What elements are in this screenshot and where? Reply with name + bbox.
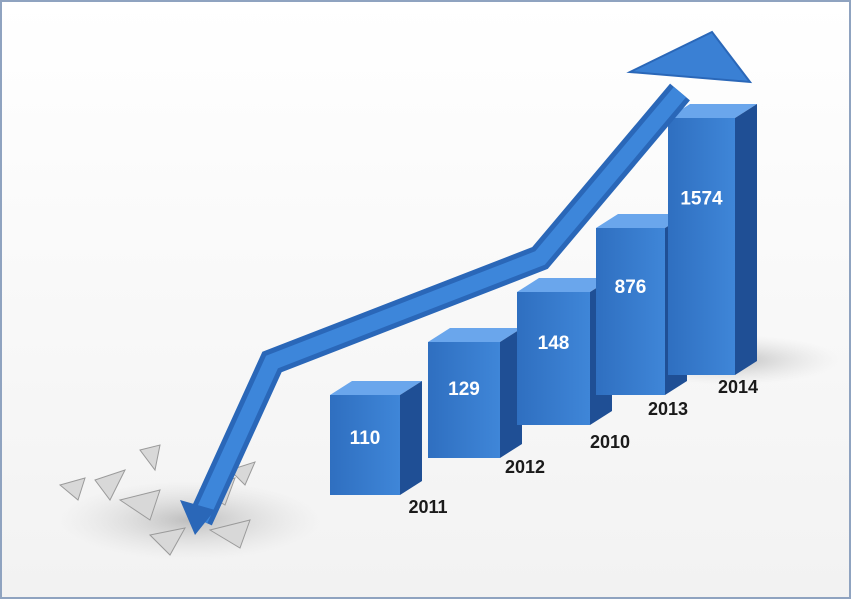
bar-top <box>668 104 757 118</box>
bar-top <box>330 381 422 395</box>
bar-front <box>428 342 500 458</box>
year-label: 2010 <box>590 432 630 452</box>
bar-value: 110 <box>350 428 381 449</box>
year-label: 2011 <box>408 497 447 517</box>
bar-side <box>500 328 522 458</box>
bar-value: 129 <box>448 379 480 400</box>
bar-value: 1574 <box>680 189 723 210</box>
bar-value: 876 <box>615 277 647 298</box>
bar-top <box>596 214 687 228</box>
year-label: 2012 <box>505 457 545 477</box>
bar-top <box>517 278 612 292</box>
bar-front <box>596 228 665 395</box>
bar-top <box>428 328 522 342</box>
bar-front <box>330 395 400 495</box>
bar-front <box>668 118 735 375</box>
bar-value: 148 <box>538 333 570 354</box>
bar-side <box>400 381 422 495</box>
bars: 110 2011 129 2012 148 2010 876 2013 1574 2014 <box>330 104 758 517</box>
year-label: 2013 <box>648 399 688 419</box>
year-label: 2014 <box>718 377 758 397</box>
arrow <box>180 30 753 535</box>
bar-side <box>735 104 757 375</box>
bar-front <box>517 292 590 425</box>
